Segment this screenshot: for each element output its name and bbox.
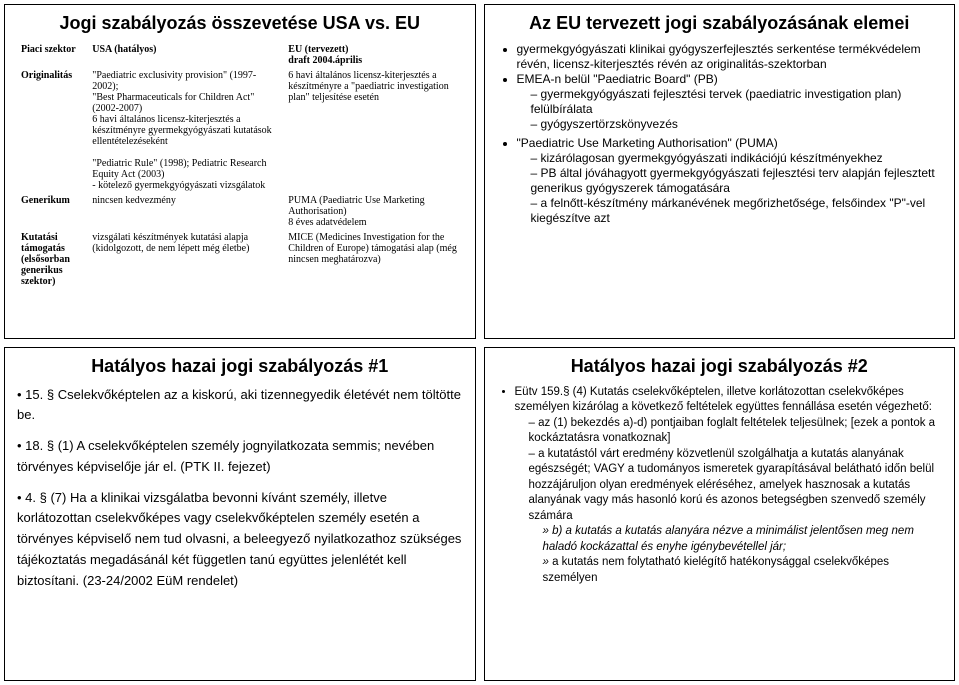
- panel3-title: Hatályos hazai jogi szabályozás #1: [17, 356, 463, 377]
- panel2-list: gyermekgyógyászati klinikai gyógyszerfej…: [497, 42, 943, 226]
- row-eu: 6 havi általános licensz-kiterjesztés a …: [284, 68, 462, 193]
- panel4-title: Hatályos hazai jogi szabályozás #2: [497, 356, 943, 377]
- row-eu: MICE (Medicines Investigation for the Ch…: [284, 230, 462, 289]
- lead-text: Eütv 159.§ (4) Kutatás cselekvőképtelen,…: [515, 386, 932, 414]
- para-text: § (1) A cselekvőképtelen személy jognyil…: [17, 438, 434, 474]
- panel2-title: Az EU tervezett jogi szabályozásának ele…: [497, 13, 943, 34]
- row-usa: "Paediatric exclusivity provision" (1997…: [88, 68, 284, 193]
- list-subitem: a kutatástól várt eredmény közvetlenül s…: [529, 447, 943, 587]
- list-item-text: gyermekgyógyászati klinikai gyógyszerfej…: [517, 42, 921, 71]
- row-eu: PUMA (Paediatric Use Marketing Authorisa…: [284, 193, 462, 230]
- list-subsubitem: b) a kutatás a kutatás alanyára nézve a …: [543, 524, 943, 555]
- para-item: • 15. § Cselekvőképtelen az a kiskorú, a…: [17, 385, 463, 427]
- list-subitem: PB által jóváhagyott gyermekgyógyászati …: [531, 166, 943, 196]
- header-eu: EU (tervezett) draft 2004.április: [284, 42, 462, 68]
- panel-usa-eu-comparison: Jogi szabályozás összevetése USA vs. EU …: [4, 4, 476, 339]
- panel-domestic-2: Hatályos hazai jogi szabályozás #2 Eütv …: [484, 347, 956, 682]
- comparison-table: Piaci szektor USA (hatályos) EU (terveze…: [17, 42, 463, 289]
- lead-item: Eütv 159.§ (4) Kutatás cselekvőképtelen,…: [515, 385, 943, 587]
- list-subitem: gyermekgyógyászati fejlesztési tervek (p…: [531, 87, 943, 117]
- header-usa: USA (hatályos): [88, 42, 284, 68]
- para-text: § Cselekvőképtelen az a kiskorú, aki tiz…: [17, 387, 461, 423]
- para-num: 15.: [25, 387, 43, 402]
- list-subitem: kizárólagosan gyermekgyógyászati indikác…: [531, 151, 943, 166]
- table-row: Kutatási támogatás (elsősorban generikus…: [17, 230, 463, 289]
- para-text: § (7) Ha a klinikai vizsgálatba bevonni …: [17, 490, 461, 588]
- para-item: • 4. § (7) Ha a klinikai vizsgálatba bev…: [17, 488, 463, 592]
- panel1-title: Jogi szabályozás összevetése USA vs. EU: [17, 13, 463, 34]
- list-subsubitem: a kutatás nem folytatható kielégítő haté…: [543, 555, 943, 586]
- panel4-body: Eütv 159.§ (4) Kutatás cselekvőképtelen,…: [497, 385, 943, 587]
- list-subitem: gyógyszertörzskönyvezés: [531, 117, 943, 132]
- list-item: EMEA-n belül "Paediatric Board" (PB) gye…: [517, 72, 943, 132]
- table-row: Originalitás "Paediatric exclusivity pro…: [17, 68, 463, 193]
- panel-eu-elements: Az EU tervezett jogi szabályozásának ele…: [484, 4, 956, 339]
- panel3-body: • 15. § Cselekvőképtelen az a kiskorú, a…: [17, 385, 463, 592]
- para-num: 4.: [25, 490, 36, 505]
- list-subitem: a felnőtt-készítmény márkanévének megőri…: [531, 196, 943, 226]
- list-subitem-text: a kutatástól várt eredmény közvetlenül s…: [529, 448, 935, 522]
- table-header-row: Piaci szektor USA (hatályos) EU (terveze…: [17, 42, 463, 68]
- row-usa: vizsgálati készítmények kutatási alapja …: [88, 230, 284, 289]
- header-sector: Piaci szektor: [17, 42, 88, 68]
- row-label: Kutatási támogatás (elsősorban generikus…: [17, 230, 88, 289]
- list-item: gyermekgyógyászati klinikai gyógyszerfej…: [517, 42, 943, 72]
- row-label: Originalitás: [17, 68, 88, 193]
- row-usa: nincsen kedvezmény: [88, 193, 284, 230]
- table-row: Generikum nincsen kedvezmény PUMA (Paedi…: [17, 193, 463, 230]
- panel-domestic-1: Hatályos hazai jogi szabályozás #1 • 15.…: [4, 347, 476, 682]
- list-item-text: EMEA-n belül "Paediatric Board" (PB): [517, 72, 718, 86]
- row-label: Generikum: [17, 193, 88, 230]
- list-item: "Paediatric Use Marketing Authorisation"…: [517, 136, 943, 226]
- para-item: • 18. § (1) A cselekvőképtelen személy j…: [17, 436, 463, 478]
- list-subitem: az (1) bekezdés a)-d) pontjaiban foglalt…: [529, 416, 943, 447]
- list-item-text: "Paediatric Use Marketing Authorisation"…: [517, 136, 778, 150]
- para-num: 18.: [25, 438, 43, 453]
